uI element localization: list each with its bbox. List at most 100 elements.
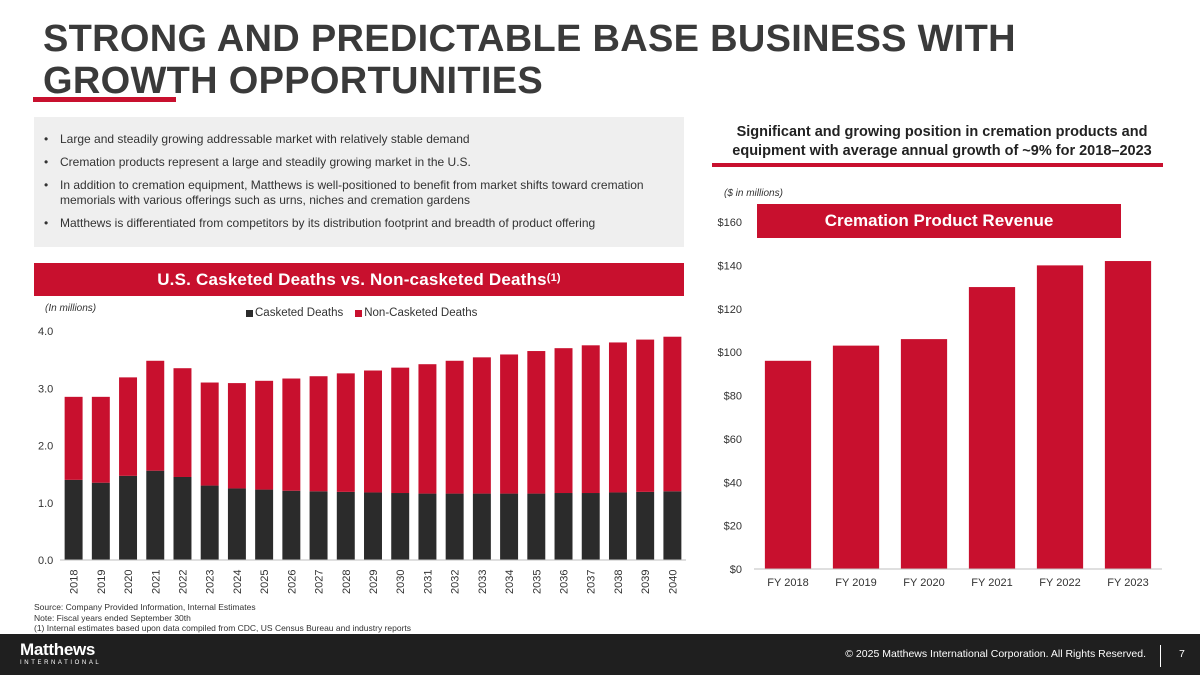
bar-casketed-deaths: [146, 470, 165, 560]
revenue-chart-title: Cremation Product Revenue: [757, 204, 1121, 238]
legend-swatch-non-casketed: [355, 309, 363, 317]
x-tick-label: 2039: [640, 570, 652, 594]
x-tick-label: FY 2019: [835, 577, 876, 589]
bar-casketed-deaths: [608, 492, 627, 560]
bar-cremation-revenue: [832, 345, 880, 569]
bullet-icon: •: [44, 178, 49, 192]
legend-item-casketed: Casketed Deaths: [246, 307, 343, 319]
y-tick-label: $80: [724, 391, 742, 403]
y-tick-label: $120: [718, 304, 742, 316]
bar-non-casketed-deaths: [418, 364, 437, 494]
bullet-panel: • Large and steadily growing addressable …: [34, 117, 684, 247]
bar-casketed-deaths: [336, 491, 355, 560]
bar-cremation-revenue: [900, 339, 948, 569]
y-tick-label: $100: [718, 347, 742, 359]
x-tick-label: 2031: [422, 570, 434, 594]
x-tick-label: 2030: [395, 570, 407, 594]
title-underline: [33, 97, 176, 102]
page-number: 7: [1179, 648, 1185, 660]
y-tick-label: $140: [718, 260, 742, 272]
legend-label-non-casketed: Non-Casketed Deaths: [364, 307, 478, 319]
x-tick-label: 2023: [205, 570, 217, 594]
x-tick-label: 2037: [586, 570, 598, 594]
bar-non-casketed-deaths: [146, 360, 165, 471]
bar-non-casketed-deaths: [173, 368, 192, 477]
bar-cremation-revenue: [764, 360, 812, 569]
bar-non-casketed-deaths: [91, 396, 110, 483]
y-tick-label: $40: [724, 477, 742, 489]
bar-casketed-deaths: [282, 490, 301, 560]
matthews-logo[interactable]: Matthews INTERNATIONAL: [20, 641, 101, 668]
bar-non-casketed-deaths: [663, 336, 682, 492]
x-tick-label: 2028: [341, 570, 353, 594]
x-tick-label: FY 2023: [1107, 577, 1148, 589]
bar-non-casketed-deaths: [636, 339, 655, 492]
footnote-fiscal-year: Note: Fiscal years ended September 30th: [34, 612, 191, 623]
bar-non-casketed-deaths: [391, 367, 410, 494]
bullet-text: In addition to cremation equipment, Matt…: [60, 178, 644, 207]
footnotes: Source: Company Provided Information, In…: [34, 602, 411, 634]
bar-casketed-deaths: [581, 493, 600, 560]
bar-non-casketed-deaths: [64, 396, 83, 480]
bar-casketed-deaths: [527, 493, 546, 560]
bar-casketed-deaths: [445, 493, 464, 560]
y-tick-label: 2.0: [38, 441, 53, 453]
y-tick-label: $160: [718, 217, 742, 229]
bar-casketed-deaths: [500, 493, 519, 560]
x-tick-label: 2034: [504, 570, 516, 594]
x-tick-label: 2018: [69, 570, 81, 594]
x-tick-label: 2024: [232, 570, 244, 594]
logo-subtitle: INTERNATIONAL: [20, 660, 102, 666]
bullet-list: • Large and steadily growing addressable …: [34, 117, 684, 231]
bar-non-casketed-deaths: [472, 357, 491, 494]
x-tick-label: FY 2018: [767, 577, 808, 589]
bar-non-casketed-deaths: [608, 342, 627, 493]
bar-cremation-revenue: [1104, 261, 1152, 569]
deaths-chart-banner-text: U.S. Casketed Deaths vs. Non-casketed De…: [157, 269, 547, 289]
deaths-chart-banner-footnote: (1): [546, 271, 561, 284]
bar-casketed-deaths: [418, 493, 437, 560]
page-title-line-2: GROWTH OPPORTUNITIES: [43, 60, 543, 102]
bar-casketed-deaths: [200, 485, 219, 560]
x-tick-label: 2029: [368, 570, 380, 594]
x-tick-label: 2038: [613, 570, 625, 594]
footer-bar: Matthews INTERNATIONAL © 2025 Matthews I…: [0, 634, 1200, 675]
bullet-icon: •: [44, 132, 49, 146]
x-tick-label: FY 2021: [971, 577, 1012, 589]
x-tick-label: 2035: [531, 570, 543, 594]
bar-non-casketed-deaths: [227, 383, 246, 489]
bar-non-casketed-deaths: [364, 370, 382, 493]
bar-non-casketed-deaths: [336, 373, 355, 492]
bar-non-casketed-deaths: [309, 376, 328, 492]
footer-divider: [1160, 645, 1161, 667]
x-tick-label: FY 2022: [1039, 577, 1080, 589]
bar-casketed-deaths: [554, 493, 573, 560]
bar-non-casketed-deaths: [500, 354, 519, 494]
bullet-text: Cremation products represent a large and…: [60, 155, 471, 169]
legend-swatch-casketed: [246, 309, 253, 317]
deaths-chart-units: (In millions): [45, 303, 97, 314]
bar-casketed-deaths: [663, 491, 682, 560]
bar-casketed-deaths: [64, 479, 83, 560]
bar-non-casketed-deaths: [581, 345, 600, 494]
copyright-notice: © 2025 Matthews International Corporatio…: [845, 648, 1146, 660]
x-tick-label: 2032: [450, 570, 462, 594]
bar-casketed-deaths: [255, 489, 274, 560]
bullet-item: • Large and steadily growing addressable …: [44, 132, 670, 147]
bullet-item: • Matthews is differentiated from competi…: [44, 216, 670, 231]
bar-cremation-revenue: [1036, 265, 1084, 569]
y-tick-label: $0: [730, 564, 742, 576]
revenue-heading: Significant and growing position in crem…: [732, 124, 1152, 159]
y-tick-label: 0.0: [38, 555, 53, 567]
deaths-chart-banner: U.S. Casketed Deaths vs. Non-casketed De…: [34, 263, 684, 296]
x-tick-label: 2025: [259, 570, 271, 594]
x-tick-label: FY 2020: [903, 577, 944, 589]
bar-non-casketed-deaths: [255, 380, 274, 490]
bar-non-casketed-deaths: [445, 360, 464, 494]
x-tick-label: 2033: [477, 570, 489, 594]
legend-item-non-casketed: Non-Casketed Deaths: [355, 307, 477, 319]
x-tick-label: 2022: [177, 570, 189, 594]
x-tick-label: 2019: [96, 570, 108, 594]
deaths-chart-legend: Casketed Deaths Non-Casketed Deaths: [246, 307, 477, 319]
y-tick-label: 1.0: [38, 498, 53, 510]
